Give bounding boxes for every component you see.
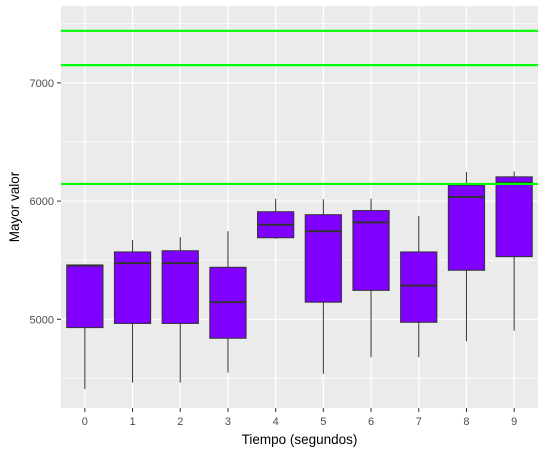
box-1	[113, 240, 152, 383]
axes: 5000 6000 7000 0 1 2 3 4 5 6 7 8 9	[30, 78, 518, 428]
x-axis-title: Tiempo (segundos)	[242, 432, 358, 447]
box-body	[352, 210, 390, 291]
box-body	[400, 251, 438, 323]
y-tick-label: 5000	[30, 314, 54, 326]
box-body	[304, 214, 342, 303]
box-4	[257, 198, 295, 239]
y-axis-title: Mayor valor	[7, 171, 22, 242]
x-tick-label: 7	[416, 416, 422, 428]
box-0	[66, 264, 104, 390]
box-body	[495, 176, 533, 258]
box-body	[447, 184, 486, 271]
y-tick-label: 7000	[30, 78, 54, 90]
x-tick-label: 2	[177, 416, 183, 428]
reference-lines	[61, 29, 538, 186]
box-7	[400, 215, 438, 358]
box-6	[352, 198, 390, 358]
box-5	[304, 199, 342, 374]
box-8	[447, 172, 486, 342]
box-body	[66, 264, 104, 329]
x-tick-label: 6	[368, 416, 374, 428]
x-tick-label: 8	[463, 416, 469, 428]
x-tick-label: 5	[320, 416, 326, 428]
box-2	[161, 237, 199, 383]
y-tick-label: 6000	[30, 196, 54, 208]
box-body	[161, 250, 199, 324]
x-tick-label: 1	[129, 416, 135, 428]
box-3	[209, 231, 247, 373]
x-tick-label: 0	[82, 416, 88, 428]
x-tick-label: 9	[511, 416, 517, 428]
box-9	[495, 171, 533, 331]
x-tick-label: 3	[225, 416, 231, 428]
boxes	[66, 171, 533, 390]
x-tick-label: 4	[273, 416, 279, 428]
